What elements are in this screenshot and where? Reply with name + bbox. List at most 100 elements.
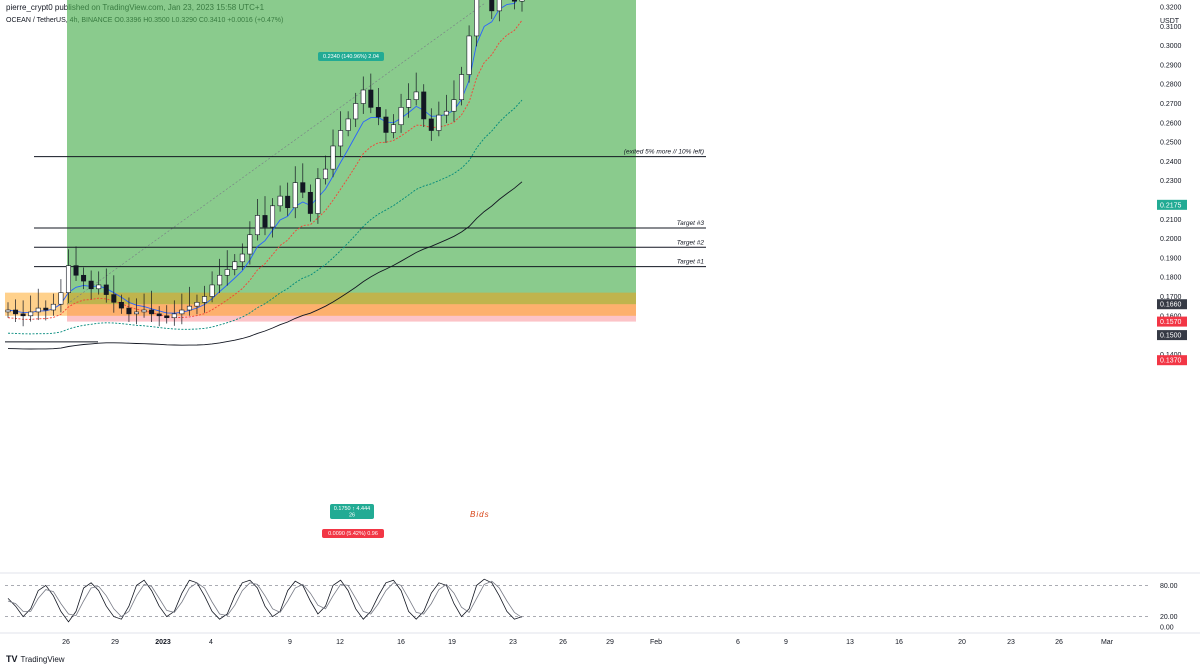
stop-zone (67, 304, 636, 322)
candle (50, 293, 56, 316)
stop-stats-label: 0.0090 (5.42%) 0.96 (322, 529, 384, 538)
bids-label: Bids (470, 510, 490, 519)
candle (466, 25, 472, 83)
price-tick-label: 0.2500 (1160, 140, 1182, 147)
time-tick-label: 29 (606, 639, 614, 646)
candle (262, 196, 268, 236)
candle (141, 293, 147, 318)
candle (270, 198, 276, 238)
time-tick-label: Mar (1101, 639, 1114, 646)
level-label: Target #1 (677, 259, 705, 266)
time-tick-label: 9 (784, 639, 788, 646)
candle (5, 302, 11, 318)
candle (474, 0, 480, 47)
time-tick-label: 23 (1007, 639, 1015, 646)
candle (338, 111, 344, 157)
time-tick-label: 26 (1055, 639, 1063, 646)
stoch-d-line (7, 580, 523, 618)
candle (88, 270, 94, 300)
candle (413, 72, 419, 106)
price-tick-label: 0.1800 (1160, 275, 1182, 282)
candle (519, 0, 525, 12)
svg-text:0.1660: 0.1660 (1160, 302, 1182, 309)
time-tick-label: 20 (958, 639, 966, 646)
candle (103, 268, 109, 303)
candle (58, 279, 64, 313)
candle (134, 298, 140, 325)
horizontal-levels: (exited 5% more // 10% left) Target #3 Tar… (5, 2, 706, 343)
time-tick-label: 26 (62, 639, 70, 646)
time-tick-label: 13 (846, 639, 854, 646)
tradingview-logo[interactable]: TV TradingView (6, 654, 65, 664)
price-tick-label: 0.2700 (1160, 101, 1182, 108)
candle (118, 294, 124, 314)
time-tick-label: 12 (336, 639, 344, 646)
price-tick-label: 0.3000 (1160, 43, 1182, 50)
time-tick-label: 6 (736, 639, 740, 646)
level-label: (exited 5% more // 10% left) (624, 149, 704, 156)
candle (428, 108, 434, 141)
time-tick-label: 26 (559, 639, 567, 646)
currency-label: USDT (1160, 18, 1180, 25)
svg-text:0.1370: 0.1370 (1160, 358, 1182, 365)
position-zones (5, 0, 636, 322)
price-tick-label: 0.3100 (1160, 24, 1182, 31)
candle (254, 199, 260, 241)
candle (277, 185, 283, 212)
price-tick-label: 0.2000 (1160, 236, 1182, 243)
time-tick-label: 4 (209, 639, 213, 646)
svg-text:0.1500: 0.1500 (1160, 333, 1182, 340)
candles (5, 0, 525, 327)
svg-text:0.2175: 0.2175 (1160, 202, 1182, 209)
svg-text:0.1570: 0.1570 (1160, 319, 1182, 326)
svg-text:26: 26 (349, 513, 355, 519)
candle (73, 246, 79, 282)
ema-slow-line (7, 99, 523, 335)
time-tick-label: Feb (650, 639, 662, 646)
price-tag: 0.1570 (1157, 316, 1187, 327)
time-tick-label: 2023 (155, 639, 171, 646)
osc-tick-label: 80.00 (1160, 583, 1178, 590)
candle (443, 94, 449, 124)
level-label: Target #2 (677, 239, 705, 246)
candle (360, 76, 366, 114)
candle (149, 290, 155, 322)
candle (285, 182, 291, 216)
oscillator-pane: 80.00 20.00 0.00 (0, 572, 1200, 632)
time-tick-label: 16 (397, 639, 405, 646)
candle (111, 275, 117, 313)
candle (330, 129, 336, 178)
target-stats-label: 0.2340 (140.96%) 2.04 (318, 52, 384, 61)
candle (209, 271, 215, 303)
stoch-k-line (7, 578, 523, 623)
candle (383, 109, 389, 143)
price-tick-label: 0.1700 (1160, 294, 1182, 301)
candle (300, 163, 306, 199)
time-tick-label: 29 (111, 639, 119, 646)
candle (164, 305, 170, 324)
candle (13, 299, 19, 322)
candle (315, 168, 321, 224)
candle (28, 295, 34, 322)
price-tag: 0.1370 (1157, 355, 1187, 366)
price-tag: 0.1660 (1157, 299, 1187, 310)
candle (202, 285, 208, 313)
bids-zone (5, 292, 636, 316)
candle (368, 73, 374, 114)
candle (292, 166, 298, 219)
price-tick-label: 0.2900 (1160, 62, 1182, 69)
svg-text:0.1750 ↑ 4.444: 0.1750 ↑ 4.444 (334, 506, 370, 512)
candle (511, 0, 517, 10)
svg-text:0.2340 (140.96%) 2.04: 0.2340 (140.96%) 2.04 (323, 54, 379, 60)
candle (171, 300, 177, 326)
candle (398, 93, 404, 133)
price-tick-label: 0.3200 (1160, 5, 1182, 12)
time-tick-label: 19 (448, 639, 456, 646)
candle (217, 258, 223, 294)
time-tick-label: 16 (895, 639, 903, 646)
candle (390, 114, 396, 139)
candle (81, 267, 87, 290)
